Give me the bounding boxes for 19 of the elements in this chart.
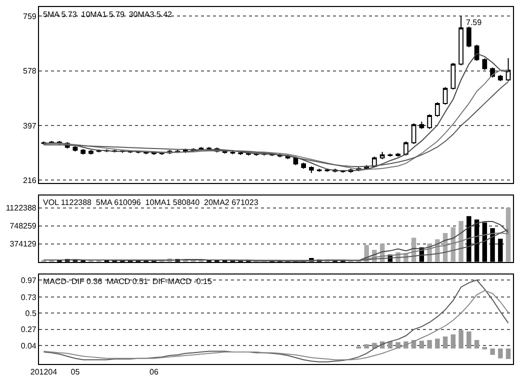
- y-tick-label: 1122388: [6, 204, 37, 213]
- y-tick-label: 0.5: [25, 308, 37, 318]
- y-tick-label: 759: [23, 12, 37, 21]
- x-tick-label: 201204: [30, 368, 58, 377]
- y-tick-label: 578: [23, 66, 37, 76]
- annotation: 5MA 5.73 10MA1 5.79 30MA3 5.42: [43, 10, 173, 19]
- y-tick-label: 0.73: [20, 292, 37, 302]
- y-tick-label: 216: [23, 176, 37, 186]
- annotation: 7.59: [466, 18, 482, 27]
- y-tick-label: 0.04: [20, 341, 37, 350]
- x-tick-label: 05: [70, 368, 80, 377]
- y-tick-label: 748259: [10, 222, 37, 231]
- y-tick-label: 0.97: [20, 276, 37, 285]
- y-tick-label: 374129: [10, 240, 37, 249]
- annotation: VOL 1122388 5MA 610096 10MA1 580840 20MA2 671023: [43, 198, 259, 207]
- y-tick-label: 397: [23, 121, 37, 130]
- annotation: MACD- DIF 0.36 MACD 0.51 DIF-MACD -0.15: [43, 277, 212, 286]
- y-tick-label: 0.27: [20, 325, 37, 334]
- x-tick-label: 06: [150, 368, 159, 377]
